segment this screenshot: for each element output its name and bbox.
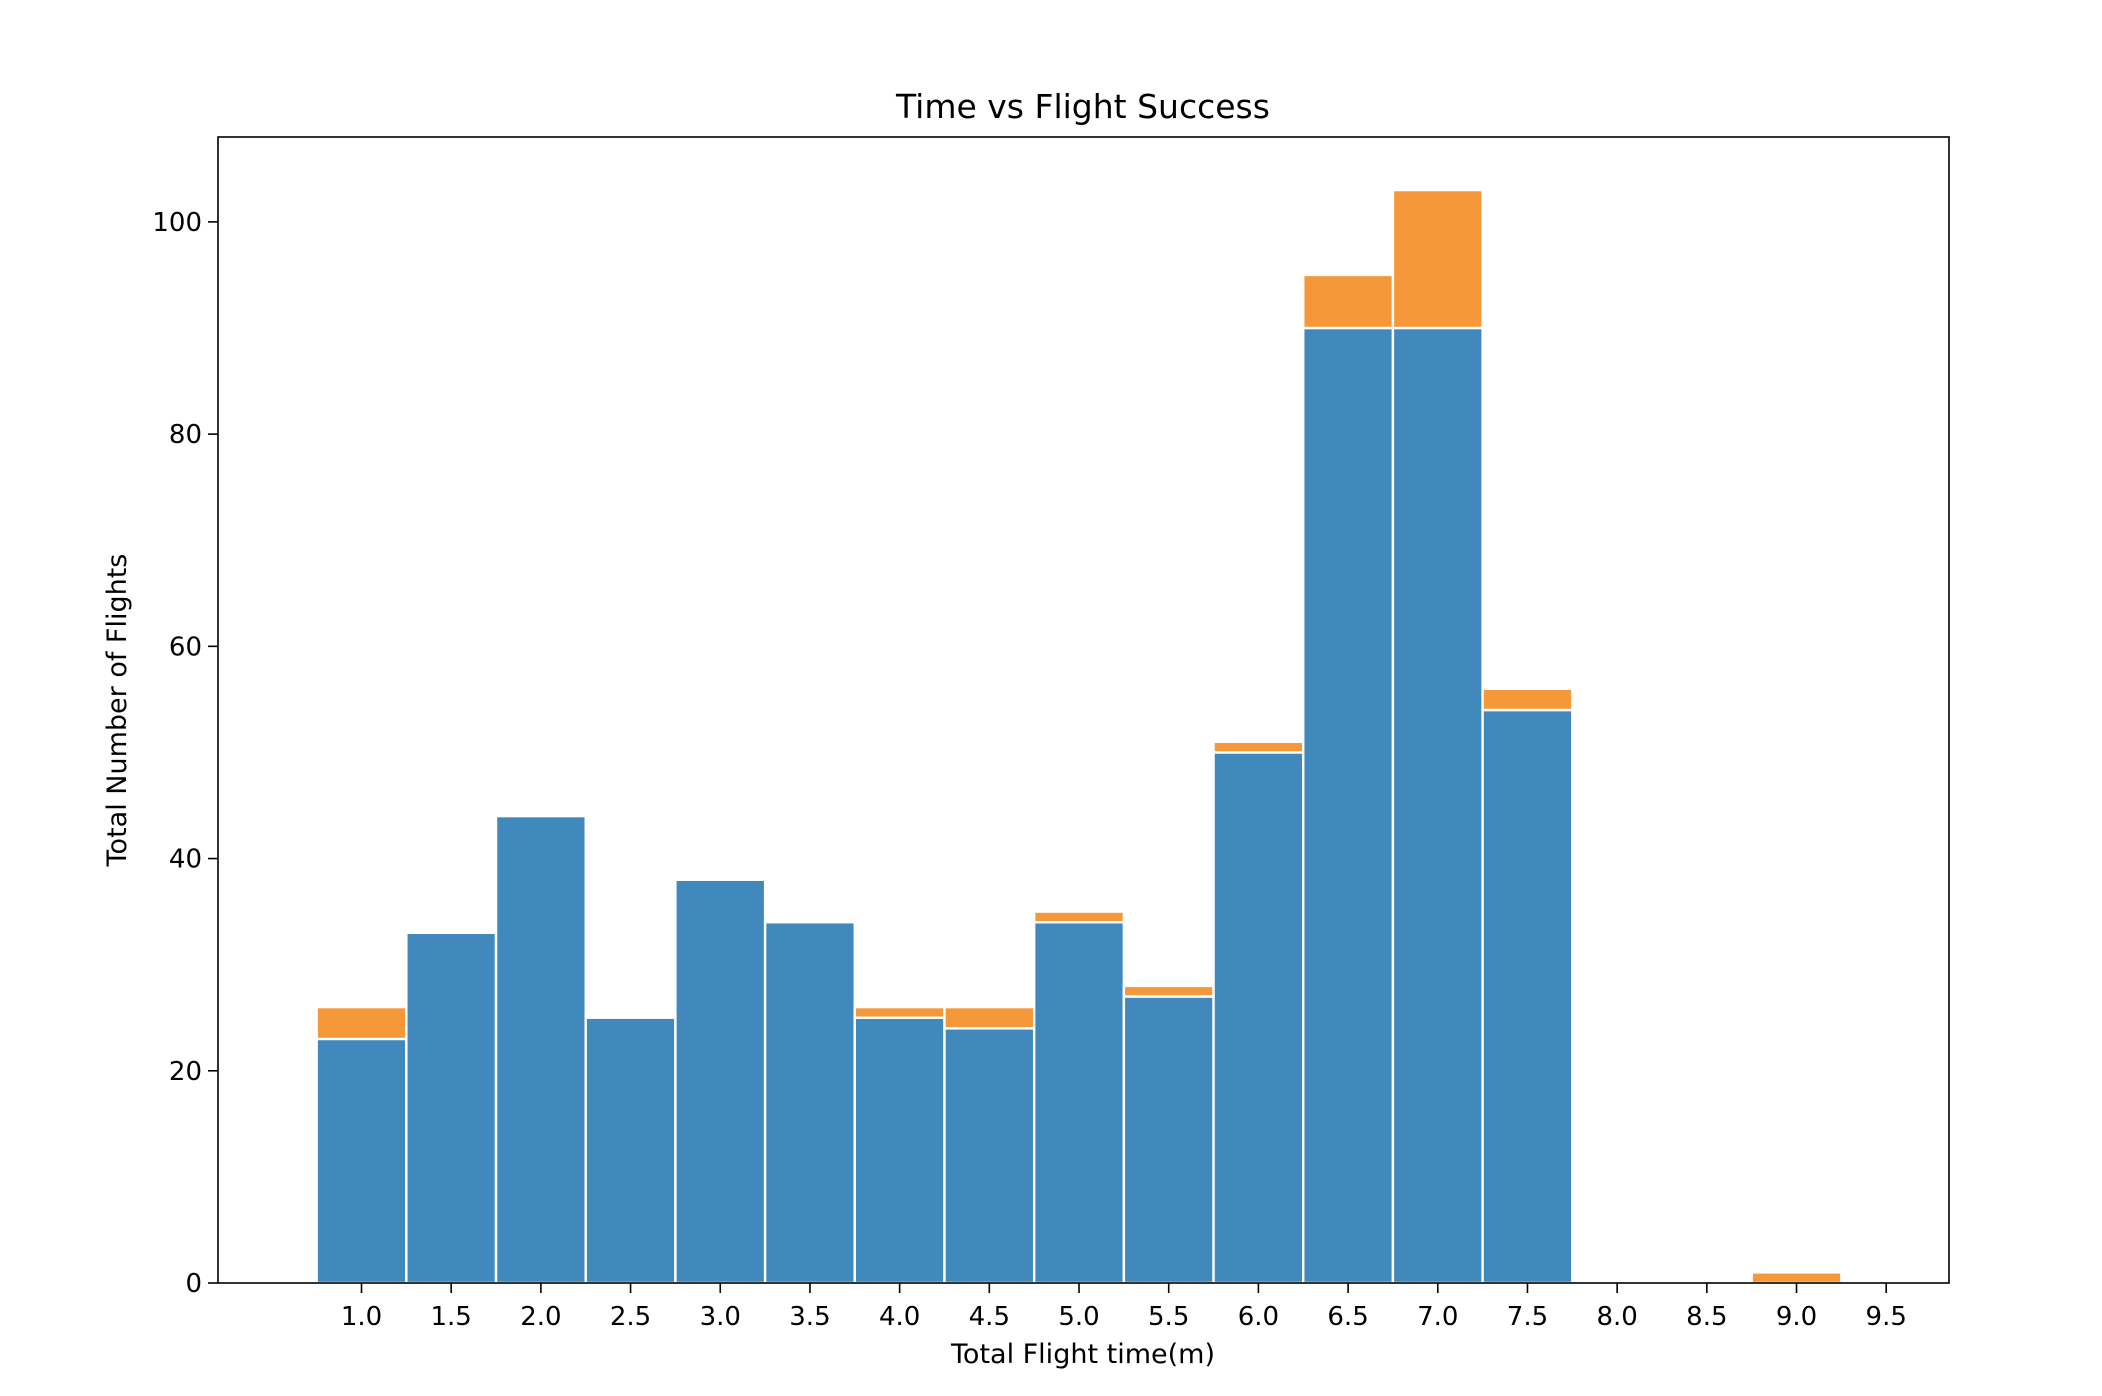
bar-series1-13 [1481, 687, 1574, 712]
bar-series1-12 [1391, 188, 1484, 330]
x-tick-label-0: 1.0 [341, 1302, 382, 1332]
bar-series0-3 [584, 1016, 677, 1285]
x-tick-label-10: 6.0 [1238, 1302, 1279, 1332]
bar-series1-0 [315, 1005, 408, 1041]
x-tick-label-13: 7.5 [1507, 1302, 1548, 1332]
x-tick-label-16: 9.0 [1776, 1302, 1817, 1332]
y-axis-label: Total Number of Flights [102, 554, 133, 868]
x-tick-label-15: 8.5 [1686, 1302, 1727, 1332]
bar-series0-1 [405, 931, 498, 1285]
bar-series1-16 [1750, 1271, 1843, 1285]
bar-series1-7 [943, 1005, 1036, 1030]
x-tick-label-17: 9.5 [1866, 1302, 1907, 1332]
bar-series1-10 [1212, 740, 1305, 754]
plot-frame [217, 136, 1950, 1284]
x-tick-label-11: 6.5 [1327, 1302, 1368, 1332]
bar-series0-9 [1122, 995, 1215, 1285]
bar-series1-8 [1032, 910, 1126, 924]
x-tick-label-5: 3.5 [789, 1302, 830, 1332]
y-tick-label-4: 80 [169, 420, 202, 450]
bars-layer [315, 188, 1843, 1285]
y-tick-label-2: 40 [169, 845, 202, 875]
bar-series1-6 [853, 1005, 946, 1019]
bar-series0-8 [1032, 921, 1126, 1285]
bar-series0-12 [1391, 326, 1484, 1285]
x-tick-label-14: 8.0 [1596, 1302, 1637, 1332]
chart-title: Time vs Flight Success [895, 87, 1270, 126]
x-axis-label: Total Flight time(m) [950, 1339, 1215, 1370]
bar-series0-11 [1302, 326, 1395, 1285]
bar-series0-13 [1481, 708, 1574, 1285]
x-tick-label-1: 1.5 [431, 1302, 472, 1332]
x-tick-label-12: 7.0 [1417, 1302, 1458, 1332]
x-tick-label-2: 2.0 [520, 1302, 561, 1332]
y-tick-label-0: 0 [185, 1269, 202, 1299]
y-axis-ticks: 0 20 40 60 80 100 [152, 208, 218, 1299]
bar-series1-11 [1302, 273, 1395, 330]
y-tick-label-5: 100 [152, 208, 202, 238]
bar-series1-9 [1122, 984, 1215, 998]
bar-series0-5 [763, 921, 856, 1285]
x-tick-label-6: 4.0 [879, 1302, 920, 1332]
bar-series0-2 [494, 814, 587, 1285]
bar-series0-0 [315, 1037, 408, 1285]
y-tick-label-3: 60 [169, 632, 202, 662]
x-tick-label-8: 5.0 [1058, 1302, 1099, 1332]
bar-series0-4 [674, 878, 767, 1285]
x-axis-ticks: 1.0 1.5 2.0 2.5 3.0 3.5 4.0 4.5 5.0 5.5 6.0 6.5 7.0 7… [341, 1283, 1907, 1332]
x-tick-label-7: 4.5 [969, 1302, 1010, 1332]
x-tick-label-4: 3.0 [700, 1302, 741, 1332]
bar-series0-10 [1212, 751, 1305, 1285]
bar-series0-6 [853, 1016, 946, 1285]
x-tick-label-9: 5.5 [1148, 1302, 1189, 1332]
x-tick-label-3: 2.5 [610, 1302, 651, 1332]
y-tick-label-1: 20 [169, 1057, 202, 1087]
bar-series0-7 [943, 1027, 1036, 1285]
